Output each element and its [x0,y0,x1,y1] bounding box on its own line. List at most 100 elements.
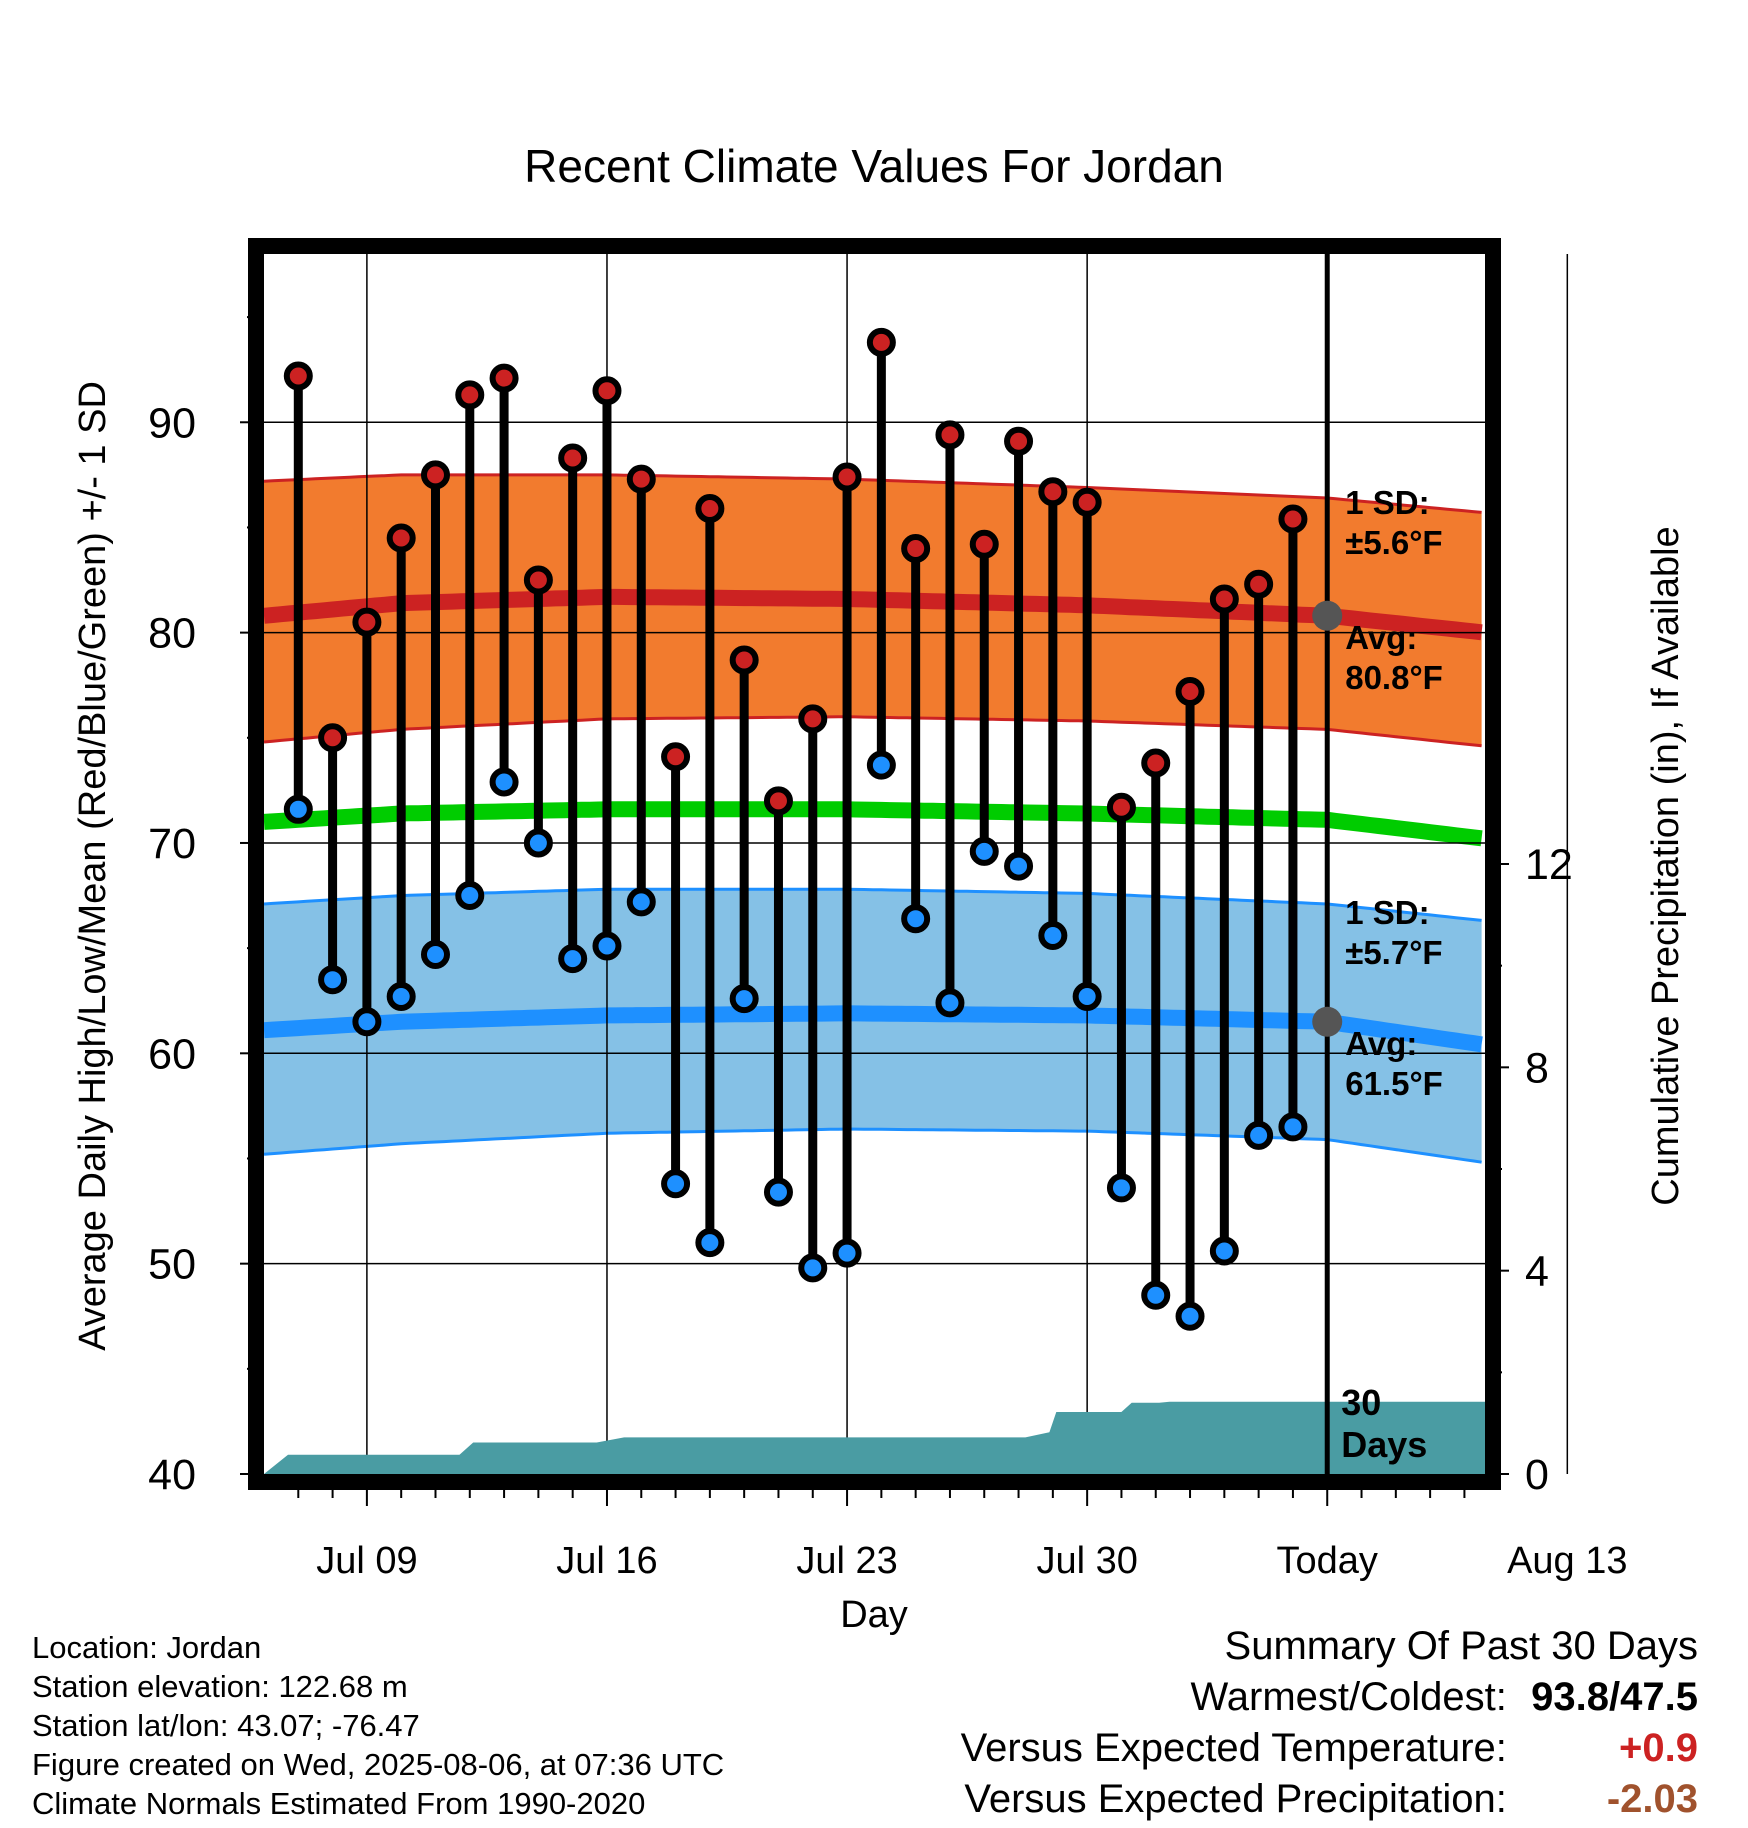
high-point-18 [866,327,896,357]
mean-line [263,801,1483,847]
high-point-6 [455,380,485,410]
low-point-23 [1038,921,1068,951]
warm-cold-label: Warmest/Coldest: [1190,1675,1507,1719]
high-avg-marker [1312,600,1343,631]
low-point-27 [1175,1301,1205,1331]
low-point-10 [592,931,622,961]
high-point-21 [969,529,999,559]
high-point-4 [386,523,416,553]
y-tick-label-50: 50 [148,1241,196,1289]
low-point-13 [695,1228,725,1258]
low-point-21 [969,836,999,866]
low-point-30 [1278,1112,1308,1142]
precip-row: Versus Expected Precipitation: -2.03 [961,1774,1698,1825]
low-point-28 [1209,1236,1239,1266]
y-tick-label-90: 90 [148,399,196,447]
y-tick-label-80: 80 [148,610,196,658]
warm-cold-row: Warmest/Coldest: 93.8/47.5 [961,1672,1699,1723]
y2-tick-label-4: 4 [1525,1248,1549,1296]
elevation-text: Station elevation: 122.68 m [32,1669,408,1704]
high-point-16 [798,704,828,734]
high-point-29 [1244,569,1274,599]
high-point-28 [1209,584,1239,614]
high-point-2 [318,723,348,753]
low-point-24 [1072,982,1102,1012]
high-point-26 [1141,748,1171,778]
low-point-25 [1106,1173,1136,1203]
low-avg-value: 61.5°F [1345,1065,1443,1102]
precip-label: Versus Expected Precipitation: [964,1777,1507,1821]
left-axis: 40 50 60 70 80 90 [148,316,256,1499]
high-sd-label: 1 SD: [1345,484,1429,521]
high-point-9 [558,443,588,473]
high-point-15 [763,786,793,816]
precipitation-fill [264,1401,1485,1474]
high-point-24 [1072,487,1102,517]
low-point-9 [558,944,588,974]
low-point-14 [729,984,759,1014]
y-tick-label-40: 40 [148,1451,196,1499]
temp-label: Versus Expected Temperature: [960,1726,1507,1770]
low-point-29 [1244,1120,1274,1150]
low-point-18 [866,750,896,780]
low-point-20 [935,988,965,1018]
low-point-6 [455,881,485,911]
daily-range-bars [283,327,1308,1331]
y2-tick-label-0: 0 [1525,1451,1549,1499]
precip-period-label-line2: Days [1341,1424,1427,1465]
precip-value: -2.03 [1606,1777,1698,1821]
right-axis: 0 4 8 12 [1493,841,1573,1499]
low-point-15 [763,1177,793,1207]
low-average-line [263,1005,1483,1053]
low-point-22 [1004,851,1034,881]
x-tick-label-1: Jul 16 [556,1540,657,1582]
high-point-1 [283,361,313,391]
low-point-5 [420,939,450,969]
x-tick-label-5: Aug 13 [1507,1540,1627,1582]
created-text: Figure created on Wed, 2025-08-06, at 07… [32,1747,725,1782]
high-point-11 [626,464,656,494]
high-point-12 [661,742,691,772]
high-avg-value: 80.8°F [1345,659,1443,696]
station-info: Location: Jordan Station elevation: 122.… [32,1628,724,1823]
high-point-22 [1004,426,1034,456]
temp-row: Versus Expected Temperature: +0.9 [961,1723,1698,1774]
high-point-17 [832,462,862,492]
low-point-4 [386,982,416,1012]
chart-title: Recent Climate Values For Jordan [524,140,1224,192]
y2-tick-label-12: 12 [1525,841,1573,889]
high-point-8 [523,565,553,595]
low-point-12 [661,1169,691,1199]
x-tick-label-3: Jul 30 [1036,1540,1137,1582]
high-point-3 [352,607,382,637]
high-avg-label: Avg: [1345,619,1417,656]
high-point-14 [729,645,759,675]
x-axis-label: Day [840,1594,908,1636]
low-sd-label: 1 SD: [1345,894,1429,931]
low-point-26 [1141,1280,1171,1310]
location-text: Location: Jordan [32,1630,262,1665]
plot-frame [248,238,1501,1490]
high-point-5 [420,460,450,490]
temp-value: +0.9 [1619,1726,1698,1770]
warm-cold-value: 93.8/47.5 [1531,1675,1698,1719]
low-point-7 [489,767,519,797]
normals-text: Climate Normals Estimated From 1990-2020 [32,1786,646,1821]
low-point-2 [318,965,348,995]
summary-title: Summary Of Past 30 Days [1224,1624,1698,1668]
high-point-7 [489,363,519,393]
low-point-19 [901,904,931,934]
latlon-text: Station lat/lon: 43.07; -76.47 [32,1708,420,1743]
x-axis: Jul 09 Jul 16 Jul 23 Jul 30 Today Aug 13 [297,1490,1628,1582]
y2-tick-label-8: 8 [1525,1044,1549,1092]
x-tick-label-0: Jul 09 [316,1540,417,1582]
y2-axis-label: Cumulative Precipitation (in), If Availa… [1645,526,1687,1205]
high-point-30 [1278,504,1308,534]
high-point-13 [695,494,725,524]
low-band-lower-edge [263,1127,1482,1164]
low-sd-value: ±5.7°F [1345,934,1442,971]
high-point-19 [901,533,931,563]
high-point-27 [1175,677,1205,707]
low-avg-label: Avg: [1345,1025,1417,1062]
